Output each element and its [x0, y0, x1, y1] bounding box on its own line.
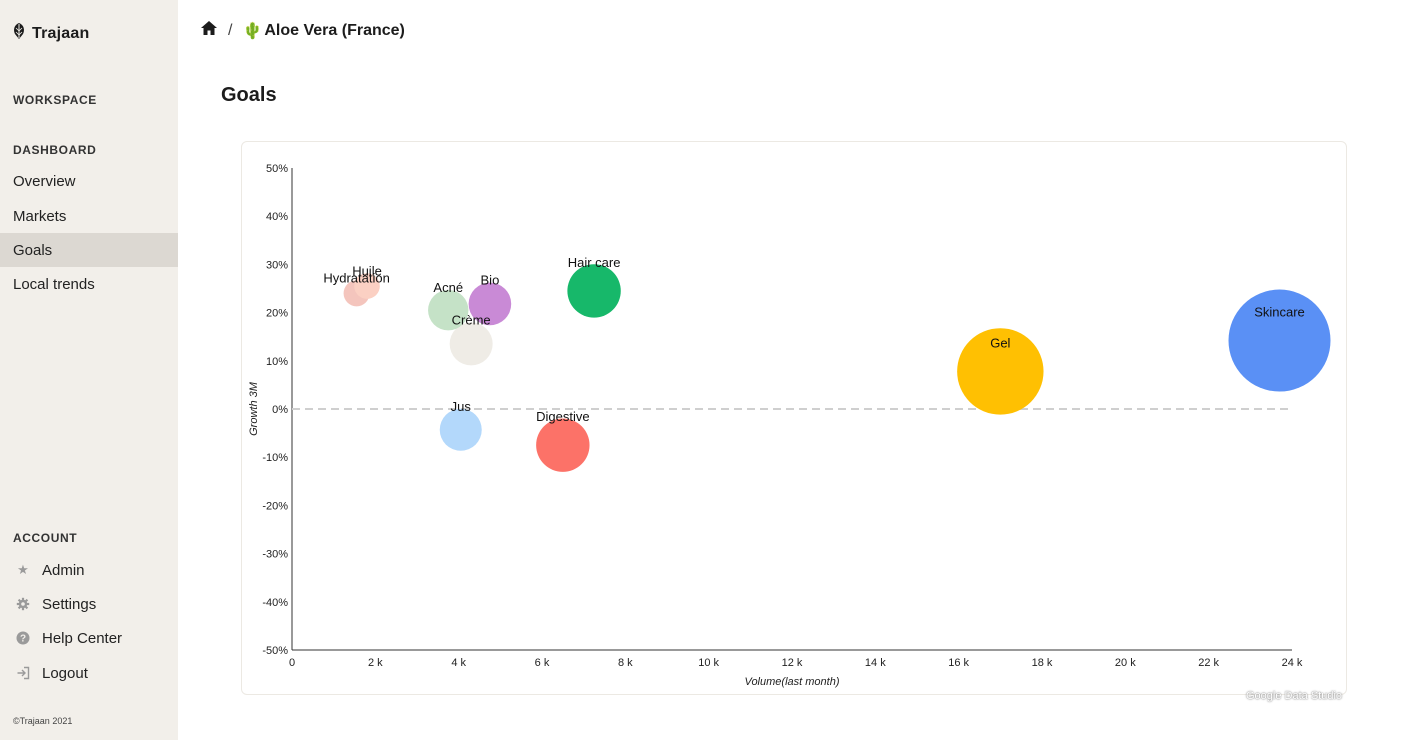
- sidebar-item-label: Local trends: [13, 275, 95, 293]
- bubble-label: Digestive: [536, 409, 589, 424]
- sidebar-item-help-center[interactable]: ? Help Center: [0, 623, 178, 653]
- sidebar-item-local-trends[interactable]: Local trends: [0, 267, 178, 301]
- bubble-point: [567, 264, 621, 318]
- account-label: ACCOUNT: [13, 531, 78, 545]
- y-tick-label: 0%: [272, 404, 288, 416]
- dashboard-label: DASHBOARD: [13, 143, 97, 157]
- sidebar-item-admin[interactable]: ★ Admin: [0, 555, 178, 585]
- main-content: / 🌵 Aloe Vera (France) Goals 50% 40% 30% 20…: [178, 0, 1414, 740]
- x-tick-label: 22 k: [1198, 657, 1219, 669]
- x-tick-label: 24 k: [1282, 657, 1303, 669]
- y-tick-label: -20%: [262, 500, 288, 512]
- gear-icon: [16, 597, 30, 611]
- breadcrumb-current: 🌵 Aloe Vera (France): [242, 21, 404, 41]
- home-icon[interactable]: [200, 20, 218, 41]
- y-tick-label: -30%: [262, 549, 288, 561]
- workspace-label[interactable]: WORKSPACE: [13, 93, 97, 107]
- cactus-emoji: 🌵: [242, 22, 263, 40]
- logout-icon: [16, 666, 30, 680]
- y-tick-label: -50%: [262, 645, 288, 657]
- sidebar-item-markets[interactable]: Markets: [0, 199, 178, 233]
- x-tick-label: 6 k: [535, 657, 550, 669]
- bubble-point: [1228, 289, 1331, 392]
- breadcrumb: / 🌵 Aloe Vera (France): [200, 20, 405, 41]
- y-axis-title: Growth 3M: [248, 381, 260, 436]
- bubble-label: Hair care: [568, 255, 621, 270]
- sidebar-item-settings[interactable]: Settings: [0, 589, 178, 619]
- bubble-label: Hydratation: [323, 270, 389, 285]
- bubble-label: Gel: [990, 335, 1010, 350]
- bubble-point: [354, 273, 380, 299]
- breadcrumb-separator: /: [228, 21, 233, 39]
- copyright: ©Trajaan 2021: [13, 716, 73, 726]
- help-icon: ?: [16, 631, 30, 645]
- bubble-label: Skincare: [1254, 305, 1305, 320]
- x-axis-title: Volume(last month): [745, 676, 840, 688]
- bubble-point: [957, 328, 1044, 415]
- sidebar-item-label: Logout: [42, 664, 88, 682]
- x-tick-label: 0: [289, 657, 295, 669]
- sidebar-item-logout[interactable]: Logout: [0, 658, 178, 688]
- star-icon: ★: [17, 562, 29, 577]
- bubble-label: Huile: [352, 263, 382, 278]
- y-tick-label: 20%: [266, 308, 288, 320]
- bubble-point: [449, 322, 493, 366]
- bubble-label: Jus: [451, 399, 472, 414]
- svg-text:?: ?: [20, 634, 26, 645]
- bubble-label: Bio: [481, 273, 500, 288]
- y-tick-label: 10%: [266, 356, 288, 368]
- breadcrumb-current-label: Aloe Vera (France): [264, 21, 405, 39]
- x-tick-label: 12 k: [782, 657, 803, 669]
- y-tick-label: 50%: [266, 163, 288, 175]
- bubble-point: [468, 282, 512, 326]
- y-tick-label: 30%: [266, 259, 288, 271]
- sidebar-item-label: Markets: [13, 207, 67, 225]
- x-tick-label: 4 k: [451, 657, 466, 669]
- sidebar-item-label: Settings: [42, 595, 97, 613]
- bubble-point: [428, 289, 469, 331]
- sidebar-item-goals[interactable]: Goals: [0, 233, 178, 267]
- sidebar-item-overview[interactable]: Overview: [0, 164, 178, 198]
- bubble-label: Crème: [452, 312, 491, 327]
- x-tick-label: 2 k: [368, 657, 383, 669]
- bubble-point: [536, 418, 590, 472]
- data-studio-watermark[interactable]: Google Data Studio: [1246, 690, 1343, 702]
- bubble-label: Acné: [433, 280, 463, 295]
- bubble-point: [439, 408, 482, 451]
- brand-name: Trajaan: [32, 24, 90, 42]
- x-tick-label: 18 k: [1032, 657, 1053, 669]
- y-tick-label: -40%: [262, 597, 288, 609]
- y-tick-label: 40%: [266, 211, 288, 223]
- x-tick-label: 10 k: [698, 657, 719, 669]
- brand[interactable]: Trajaan: [12, 22, 89, 45]
- page-title: Goals: [221, 84, 277, 106]
- sidebar: Trajaan WORKSPACE DASHBOARD Overview Mar…: [0, 0, 178, 740]
- sidebar-item-label: Goals: [13, 241, 53, 259]
- bubble-chart: 50% 40% 30% 20% 10% 0% -10% -20% -30% -40% -50%0 2 …: [248, 163, 1331, 688]
- x-tick-label: 14 k: [865, 657, 886, 669]
- x-tick-label: 16 k: [948, 657, 969, 669]
- x-tick-label: 8 k: [618, 657, 633, 669]
- y-tick-label: -10%: [262, 452, 288, 464]
- sidebar-item-label: Overview: [13, 172, 76, 190]
- sidebar-item-label: Help Center: [42, 629, 123, 647]
- x-tick-label: 20 k: [1115, 657, 1136, 669]
- sidebar-item-label: Admin: [42, 561, 85, 579]
- bubble-chart-card: 50% 40% 30% 20% 10% 0% -10% -20% -30% -40% -50% 0 2 …: [241, 141, 1347, 695]
- trajaan-logo-icon: [12, 22, 26, 45]
